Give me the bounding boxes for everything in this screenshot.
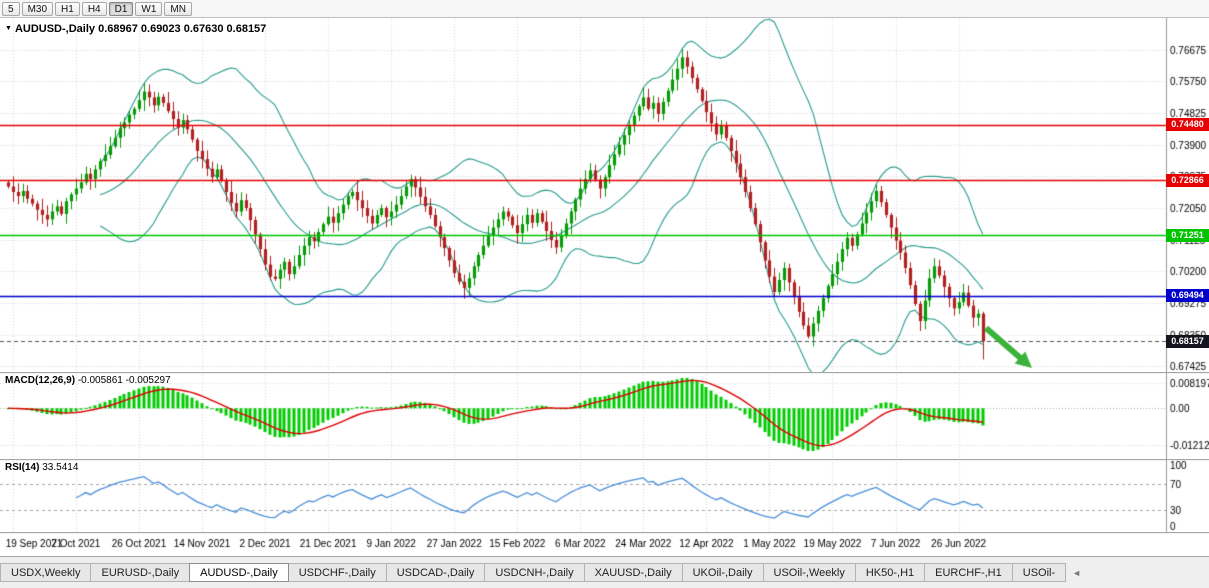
bottom-tab[interactable]: EURUSD-,Daily	[90, 563, 191, 582]
rsi-name: RSI(14)	[5, 462, 40, 473]
timeframe-button-5[interactable]: 5	[2, 1, 20, 16]
bottom-tab[interactable]: XAUUSD-,Daily	[583, 563, 683, 582]
main-chart-canvas[interactable]	[0, 18, 1209, 372]
hline-price-tag: 0.71251	[1166, 228, 1209, 242]
macd-panel-canvas[interactable]	[0, 372, 1209, 459]
bottom-tab[interactable]: UKOil-,Daily	[681, 563, 764, 582]
timeframe-button-h1[interactable]: H1	[55, 1, 80, 16]
timeframe-button-mn[interactable]: MN	[164, 1, 192, 16]
rsi-value: 33.5414	[42, 462, 79, 473]
chart-symbol-label: AUDUSD-,Daily	[14, 23, 96, 35]
bottom-tab[interactable]: USDCNH-,Daily	[484, 563, 585, 582]
bottom-tab[interactable]: AUDUSD-,Daily	[189, 563, 289, 582]
chart-title: ▼ AUDUSD-,Daily 0.68967 0.69023 0.67630 0…	[5, 23, 266, 35]
rsi-indicator-label: RSI(14) 33.5414	[5, 462, 78, 473]
chart-menu-caret-icon[interactable]: ▼	[5, 25, 12, 32]
macd-indicator-label: MACD(12,26,9) -0.005861 -0.005297	[5, 375, 171, 386]
hline-price-tag: 0.69494	[1166, 289, 1209, 303]
timeframe-button-m30[interactable]: M30	[21, 1, 54, 16]
hline-price-tag: 0.72866	[1166, 173, 1209, 187]
macd-name: MACD(12,26,9)	[5, 375, 76, 386]
timeframe-button-h4[interactable]: H4	[81, 1, 107, 16]
bottom-tab[interactable]: USOil-	[1011, 563, 1067, 582]
rsi-panel-canvas[interactable]	[0, 459, 1209, 532]
hline-price-tag: 0.74480	[1166, 118, 1209, 132]
bottom-tab[interactable]: USDCAD-,Daily	[385, 563, 486, 582]
chart-ohlc-values: 0.68967 0.69023 0.67630 0.68157	[98, 23, 267, 35]
bottom-tab[interactable]: EURCHF-,H1	[924, 563, 1013, 582]
bottom-tab[interactable]: USDCHF-,Daily	[287, 563, 387, 582]
bottom-tab[interactable]: USOil-,Weekly	[762, 563, 856, 582]
bottom-tab[interactable]: USDX,Weekly	[0, 563, 92, 582]
tab-scroll-left-icon[interactable]: ◄	[1072, 567, 1082, 578]
bottom-tab[interactable]: HK50-,H1	[854, 563, 926, 582]
timeframe-button-w1[interactable]: W1	[135, 1, 163, 16]
date-axis-canvas	[0, 532, 1209, 556]
current-price-tag: 0.68157	[1166, 334, 1209, 348]
timeframe-toolbar: 5 M30 H1 H4 D1 W1 MN	[0, 0, 1209, 18]
timeframe-button-d1[interactable]: D1	[108, 1, 134, 16]
chart-tabs-bar: USDX,Weekly EURUSD-,Daily AUDUSD-,Daily USD…	[0, 556, 1209, 588]
macd-values: -0.005861 -0.005297	[77, 375, 171, 386]
